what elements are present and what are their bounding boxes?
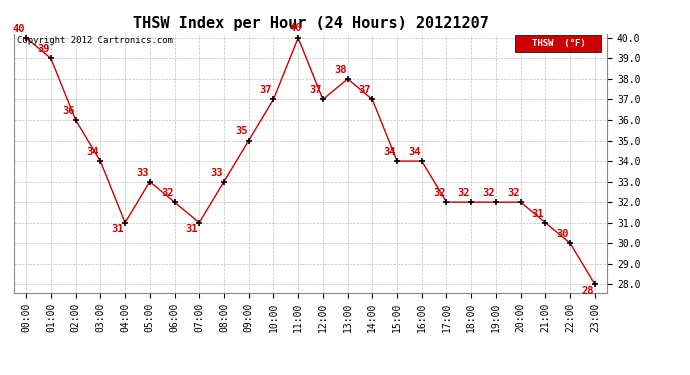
Text: 32: 32 (507, 188, 520, 198)
Text: 32: 32 (433, 188, 445, 198)
Text: Copyright 2012 Cartronics.com: Copyright 2012 Cartronics.com (17, 36, 172, 45)
Text: 37: 37 (309, 86, 322, 95)
Text: 35: 35 (235, 126, 248, 136)
Text: 33: 33 (210, 168, 223, 177)
Text: 40: 40 (12, 24, 25, 34)
Text: 40: 40 (289, 23, 302, 33)
Text: THSW  (°F): THSW (°F) (532, 39, 585, 48)
Text: 38: 38 (334, 65, 346, 75)
Text: 28: 28 (581, 286, 593, 296)
Text: 37: 37 (259, 86, 273, 95)
Text: 39: 39 (37, 44, 50, 54)
Text: 34: 34 (384, 147, 396, 157)
Text: 30: 30 (556, 229, 569, 239)
Text: 31: 31 (111, 224, 124, 234)
Text: 36: 36 (62, 106, 75, 116)
Text: 31: 31 (532, 209, 544, 219)
Text: 32: 32 (161, 188, 173, 198)
Text: 32: 32 (457, 188, 470, 198)
Title: THSW Index per Hour (24 Hours) 20121207: THSW Index per Hour (24 Hours) 20121207 (132, 16, 489, 31)
Text: 37: 37 (359, 86, 371, 95)
Text: 31: 31 (186, 224, 198, 234)
Text: 34: 34 (408, 147, 421, 157)
Text: 34: 34 (87, 147, 99, 157)
Text: 32: 32 (482, 188, 495, 198)
Text: 33: 33 (136, 168, 148, 177)
Bar (515, 35, 601, 52)
